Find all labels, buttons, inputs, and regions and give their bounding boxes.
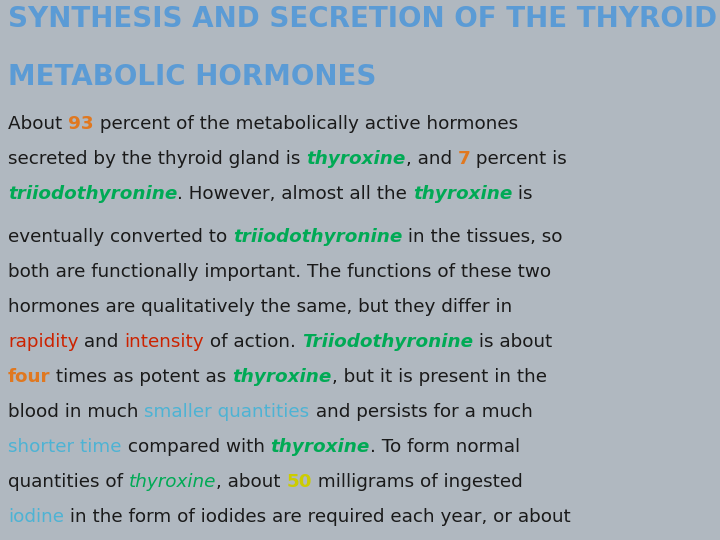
Text: thyroxine: thyroxine [271,438,370,456]
Text: percent is: percent is [470,150,567,168]
Text: thyroxine: thyroxine [306,150,405,168]
Text: intensity: intensity [125,333,204,351]
Text: . However, almost all the: . However, almost all the [177,185,413,203]
Text: About: About [8,115,68,133]
Text: 7: 7 [458,150,470,168]
Text: and persists for a much: and persists for a much [310,403,532,421]
Text: triiodothyronine: triiodothyronine [233,228,402,246]
Text: quantities of: quantities of [8,473,129,491]
Text: percent of the metabolically active hormones: percent of the metabolically active horm… [94,115,518,133]
Text: , about: , about [216,473,287,491]
Text: times as potent as: times as potent as [50,368,233,386]
Text: thyroxine: thyroxine [233,368,332,386]
Text: rapidity: rapidity [8,333,78,351]
Text: triiodothyronine: triiodothyronine [8,185,177,203]
Text: blood in much: blood in much [8,403,145,421]
Text: , and: , and [405,150,458,168]
Text: thyroxine: thyroxine [413,185,513,203]
Text: . To form normal: . To form normal [370,438,520,456]
Text: compared with: compared with [122,438,271,456]
Text: is about: is about [473,333,552,351]
Text: milligrams of ingested: milligrams of ingested [312,473,523,491]
Text: secreted by the thyroid gland is: secreted by the thyroid gland is [8,150,306,168]
Text: of action.: of action. [204,333,302,351]
Text: smaller quantities: smaller quantities [145,403,310,421]
Text: , but it is present in the: , but it is present in the [332,368,547,386]
Text: in the form of iodides are required each year, or about: in the form of iodides are required each… [64,508,571,526]
Text: is: is [513,185,533,203]
Text: shorter time: shorter time [8,438,122,456]
Text: METABOLIC HORMONES: METABOLIC HORMONES [8,63,377,91]
Text: 50: 50 [287,473,312,491]
Text: both are functionally important. The functions of these two: both are functionally important. The fun… [8,263,551,281]
Text: SYNTHESIS AND SECRETION OF THE THYROID: SYNTHESIS AND SECRETION OF THE THYROID [8,5,717,33]
Text: iodine: iodine [8,508,64,526]
Text: four: four [8,368,50,386]
Text: Triiodothyronine: Triiodothyronine [302,333,473,351]
Text: 93: 93 [68,115,94,133]
Text: and: and [78,333,125,351]
Text: hormones are qualitatively the same, but they differ in: hormones are qualitatively the same, but… [8,298,512,316]
Text: in the tissues, so: in the tissues, so [402,228,563,246]
Text: eventually converted to: eventually converted to [8,228,233,246]
Text: thyroxine: thyroxine [129,473,216,491]
